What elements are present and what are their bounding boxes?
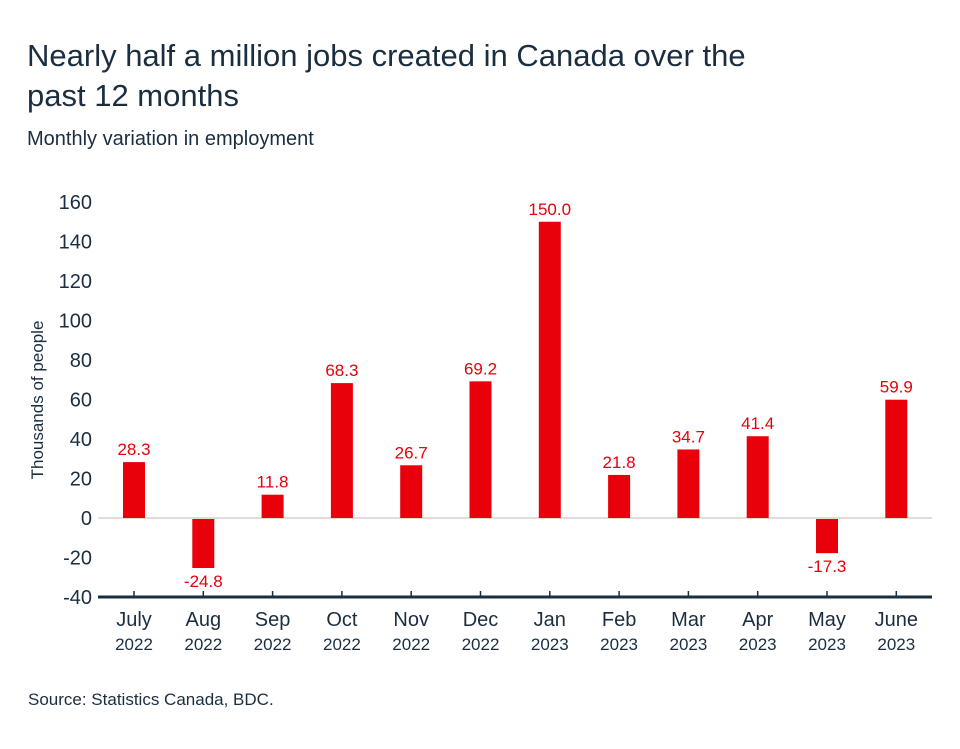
x-tick-month: Oct bbox=[326, 609, 358, 631]
x-tick-year: 2022 bbox=[392, 635, 430, 654]
x-tick-year: 2023 bbox=[600, 635, 638, 654]
data-label: 26.7 bbox=[395, 443, 428, 462]
y-tick-label: 120 bbox=[59, 271, 92, 293]
y-tick-label: 60 bbox=[70, 390, 92, 412]
bar-jan bbox=[538, 221, 561, 518]
y-tick-label: 40 bbox=[70, 429, 92, 451]
x-tick-year: 2022 bbox=[323, 635, 361, 654]
data-label: 41.4 bbox=[741, 414, 774, 433]
data-label: 68.3 bbox=[325, 361, 358, 380]
bars bbox=[123, 221, 908, 568]
x-tick-month: July bbox=[116, 609, 152, 631]
data-label: -17.3 bbox=[808, 557, 847, 576]
data-label: -24.8 bbox=[184, 572, 223, 591]
bar-july bbox=[123, 462, 145, 518]
bar-aug bbox=[192, 519, 215, 568]
source-note: Source: Statistics Canada, BDC. bbox=[28, 690, 274, 709]
x-tick-month: Apr bbox=[742, 609, 773, 631]
y-axis-label: Thousands of people bbox=[28, 321, 47, 480]
x-tick-month: May bbox=[808, 609, 846, 631]
y-tick-label: 20 bbox=[70, 469, 92, 491]
x-tick-year: 2022 bbox=[115, 635, 153, 654]
x-tick-year: 2023 bbox=[808, 635, 846, 654]
y-axis-ticks: 160 140 120 100 80 60 40 20 0 -20 -40 bbox=[59, 192, 92, 609]
bar-nov bbox=[400, 465, 423, 518]
x-tick-month: Jan bbox=[534, 609, 566, 631]
bar-oct bbox=[330, 383, 353, 518]
bar-dec bbox=[469, 381, 492, 518]
bar-apr bbox=[746, 436, 769, 518]
y-tick-label: 0 bbox=[81, 508, 92, 530]
chart-title: Nearly half a million jobs created in Ca… bbox=[27, 38, 746, 113]
bar-may bbox=[816, 519, 838, 554]
data-label: 28.3 bbox=[117, 440, 150, 459]
bar-feb bbox=[608, 474, 631, 518]
x-tick-month: Mar bbox=[671, 609, 706, 631]
data-label: 21.8 bbox=[603, 453, 636, 472]
x-tick-year: 2022 bbox=[462, 635, 500, 654]
bar-labels: 28.3 -24.8 11.8 68.3 26.7 69.2 150.0 21.8 34.7 41… bbox=[117, 200, 912, 591]
x-tick-month: Nov bbox=[393, 609, 429, 631]
chart-subtitle: Monthly variation in employment bbox=[27, 128, 314, 150]
y-tick-label: -40 bbox=[63, 587, 92, 609]
x-tick-year: 2023 bbox=[669, 635, 707, 654]
bar-june bbox=[885, 399, 908, 518]
x-tick-year: 2023 bbox=[739, 635, 777, 654]
y-tick-label: 80 bbox=[70, 350, 92, 372]
y-tick-label: 160 bbox=[59, 192, 92, 214]
x-tick-month: Aug bbox=[186, 609, 222, 631]
data-label: 11.8 bbox=[257, 473, 289, 492]
x-tick-month: Feb bbox=[602, 609, 636, 631]
data-label: 34.7 bbox=[672, 427, 705, 446]
x-tick-month: Dec bbox=[463, 609, 499, 631]
x-tick-year: 2023 bbox=[531, 635, 569, 654]
x-axis-ticks: July 2022 Aug 2022 Sep 2022 Oct 2022 Nov 2022 Dec 2… bbox=[115, 591, 918, 654]
x-tick-month: June bbox=[875, 609, 918, 631]
y-tick-label: 140 bbox=[59, 232, 92, 254]
bar-mar bbox=[677, 449, 700, 518]
bar-sep bbox=[261, 494, 284, 518]
data-label: 59.9 bbox=[880, 378, 913, 397]
y-tick-label: 100 bbox=[59, 311, 92, 333]
data-label: 150.0 bbox=[529, 200, 572, 219]
y-tick-label: -20 bbox=[63, 548, 92, 570]
x-tick-month: Sep bbox=[255, 609, 291, 631]
x-tick-year: 2022 bbox=[254, 635, 292, 654]
x-tick-year: 2023 bbox=[877, 635, 915, 654]
x-tick-year: 2022 bbox=[184, 635, 222, 654]
data-label: 69.2 bbox=[464, 359, 497, 378]
